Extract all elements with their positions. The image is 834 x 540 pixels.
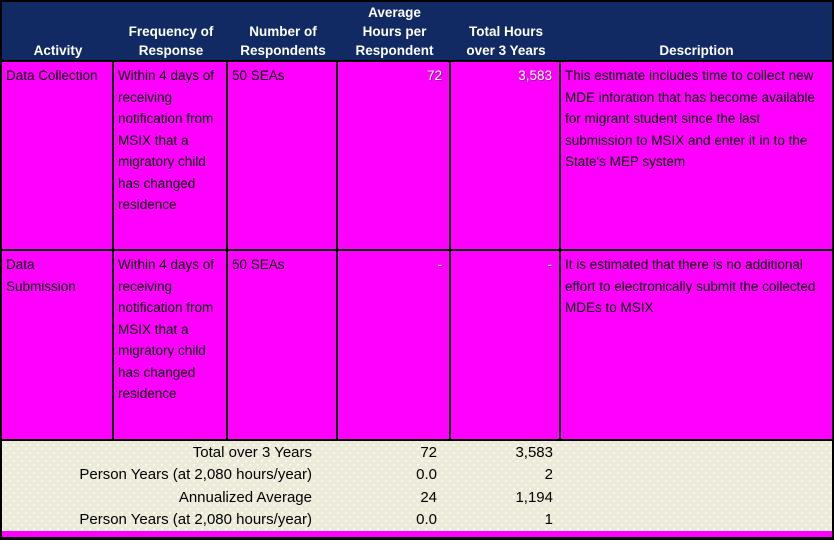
cell-activity: Data Submission — [2, 251, 114, 439]
cell-description: It is estimated that there is no additio… — [565, 257, 816, 315]
footer-total-hours: 1 — [544, 511, 553, 529]
totals-footer: Total over 3 Years 72 3,583 Person Years… — [2, 441, 832, 531]
cell-avg-hours: - — [338, 251, 451, 439]
footer-label: Annualized Average — [178, 488, 312, 506]
cell-total-hours: - — [451, 251, 561, 439]
cell-frequency: Within 4 days of receiving notification … — [114, 62, 228, 249]
header-cell-respondents: Number of Respondents — [240, 24, 326, 58]
footer-total-hours: 3,583 — [515, 443, 553, 461]
header-cell-avg-hours: Average Hours per Respondent — [355, 5, 434, 58]
header-cell-description: Description — [659, 43, 734, 58]
cell-avg-hours: 72 — [338, 62, 451, 249]
footer-row-total: Total over 3 Years 72 3,583 — [2, 441, 832, 464]
cell-activity: Data Collection — [2, 62, 114, 249]
header-cell-total-hours: Total Hours over 3 Years — [466, 24, 546, 58]
footer-row-person-years-total: Person Years (at 2,080 hours/year) 0.0 2 — [2, 464, 832, 487]
cell-frequency: Within 4 days of receiving notification … — [114, 251, 228, 439]
footer-avg-hours: 72 — [420, 443, 437, 461]
table-row: Data Submission Within 4 days of receivi… — [2, 251, 832, 441]
header-cell-frequency: Frequency of Response — [128, 24, 214, 58]
footer-row-annualized: Annualized Average 24 1,194 — [2, 486, 832, 509]
footer-avg-hours: 24 — [420, 488, 437, 506]
table-row: Data Collection Within 4 days of receivi… — [2, 62, 832, 251]
header-cell-activity: Activity — [33, 43, 83, 58]
footer-label: Person Years (at 2,080 hours/year) — [79, 466, 312, 484]
footer-avg-hours: 0.0 — [416, 511, 437, 529]
footer-label: Person Years (at 2,080 hours/year) — [79, 511, 312, 529]
footer-total-hours: 2 — [544, 466, 553, 484]
cell-total-hours: 3,583 — [451, 62, 561, 249]
footer-label: Total over 3 Years — [192, 443, 312, 461]
cell-respondents: 50 SEAs — [228, 62, 338, 249]
footer-row-person-years-annual: Person Years (at 2,080 hours/year) 0.0 1 — [2, 509, 832, 532]
cell-respondents: 50 SEAs — [228, 251, 338, 439]
table-header-row: Activity Frequency of Response Number of… — [2, 2, 832, 62]
footer-avg-hours: 0.0 — [416, 466, 437, 484]
footer-total-hours: 1,194 — [515, 488, 553, 506]
cell-description: This estimate includes time to collect n… — [565, 68, 815, 169]
